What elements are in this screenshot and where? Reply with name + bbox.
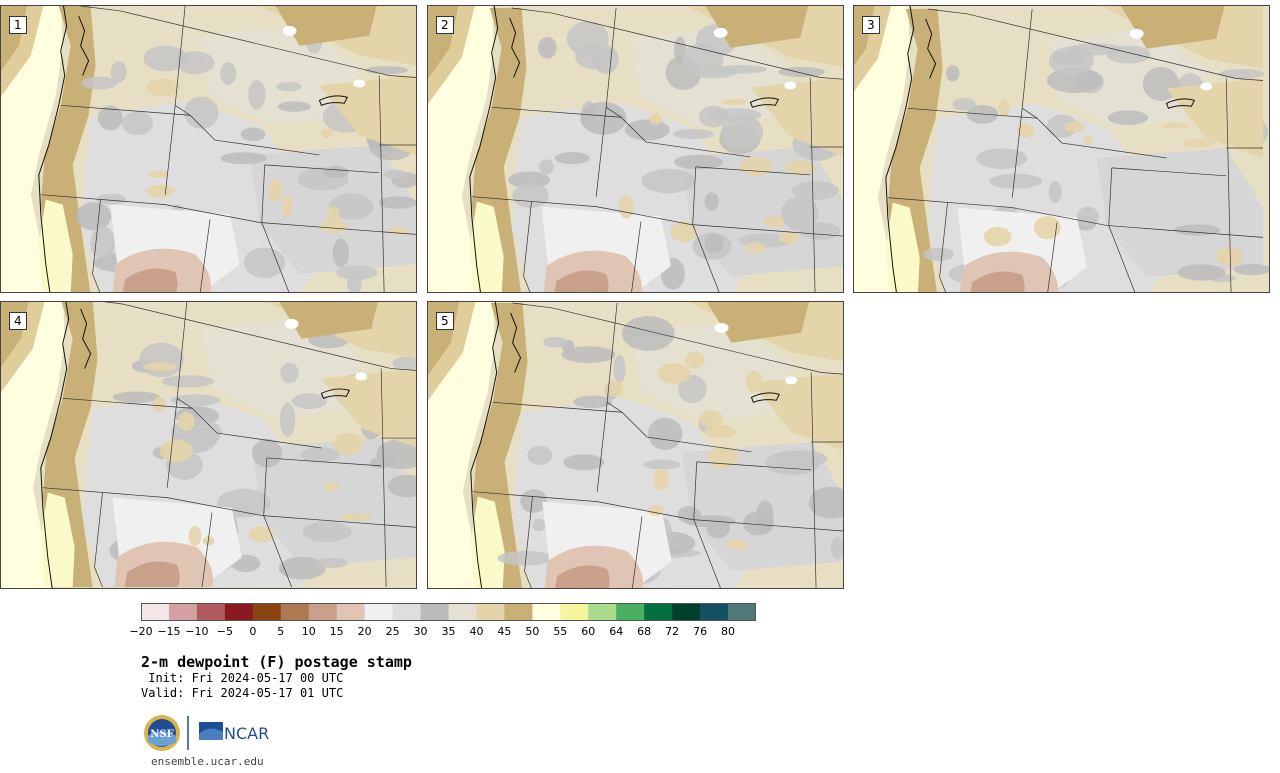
colorbar-swatch <box>588 603 617 621</box>
colorbar-tick-label: 76 <box>693 625 708 638</box>
colorbar-swatch <box>392 603 421 621</box>
colorbar-tick-label: 20 <box>357 625 372 638</box>
colorbar-swatch <box>644 603 673 621</box>
colorbar-swatch <box>336 603 365 621</box>
colorbar-swatches <box>141 603 756 621</box>
map-panel-5: 5 <box>427 301 844 589</box>
colorbar-tick-label: 72 <box>665 625 680 638</box>
colorbar-swatch <box>364 603 393 621</box>
panel-number: 2 <box>436 16 454 34</box>
colorbar-tick-label: 35 <box>441 625 456 638</box>
ncar-logo-text: NCAR <box>224 724 269 743</box>
plot-title: 2-m dewpoint (F) postage stamp <box>141 653 412 671</box>
colorbar-tick-label: −15 <box>157 625 181 638</box>
colorbar-tick-label: 25 <box>385 625 400 638</box>
map-graphic <box>1 302 416 588</box>
colorbar-swatch <box>728 603 756 621</box>
nsf-logo-text: NSF <box>150 729 173 740</box>
colorbar-swatch <box>252 603 282 621</box>
panel-number: 4 <box>9 312 27 330</box>
colorbar-swatch <box>700 603 729 621</box>
colorbar-tick-label: −5 <box>216 625 233 638</box>
map-graphic <box>854 6 1269 292</box>
colorbar-tick-label: 50 <box>525 625 540 638</box>
colorbar-tick-label: −20 <box>129 625 153 638</box>
colorbar-swatch <box>141 603 170 621</box>
colorbar-tick-label: 60 <box>581 625 596 638</box>
colorbar-swatch <box>280 603 310 621</box>
site-url: ensemble.ucar.edu <box>151 755 264 768</box>
ncar-logo-icon: NCAR <box>199 722 269 743</box>
colorbar-swatch <box>616 603 645 621</box>
colorbar-tick-label: 15 <box>329 625 344 638</box>
map-graphic <box>428 302 843 588</box>
logos: NSF NCAR <box>143 712 278 754</box>
colorbar-swatch <box>196 603 226 621</box>
colorbar-tick-label: 0 <box>249 625 257 638</box>
init-time: Init: Fri 2024-05-17 00 UTC <box>141 671 344 685</box>
colorbar-tick-label: 5 <box>277 625 285 638</box>
map-panel-3: 3 <box>853 5 1270 293</box>
panel-number: 5 <box>436 312 454 330</box>
map-panel-2: 2 <box>427 5 844 293</box>
panel-number: 3 <box>862 16 880 34</box>
colorbar-swatch <box>308 603 337 621</box>
colorbar-tick-label: 10 <box>301 625 316 638</box>
colorbar-swatch <box>504 603 533 621</box>
colorbar-tick-label: 55 <box>553 625 568 638</box>
colorbar-tick-label: 80 <box>721 625 736 638</box>
colorbar <box>141 603 756 621</box>
map-graphic <box>428 6 843 292</box>
colorbar-swatch <box>448 603 477 621</box>
colorbar-swatch <box>532 603 561 621</box>
colorbar-tick-label: 30 <box>413 625 428 638</box>
colorbar-tick-labels: −20 −15 −10 −5 0 5 10 15 20 25 30 35 40 45 50 55 60 64 68 7… <box>129 625 756 639</box>
map-graphic <box>1 6 416 292</box>
colorbar-swatch <box>560 603 589 621</box>
colorbar-swatch <box>224 603 254 621</box>
map-panel-4: 4 <box>0 301 417 589</box>
nsf-logo-icon: NSF <box>144 715 180 751</box>
colorbar-swatch <box>168 603 198 621</box>
panel-number: 1 <box>9 16 27 34</box>
colorbar-swatch <box>420 603 449 621</box>
colorbar-tick-label: 68 <box>637 625 652 638</box>
colorbar-tick-label: 64 <box>609 625 624 638</box>
valid-time: Valid: Fri 2024-05-17 01 UTC <box>141 686 344 700</box>
colorbar-swatch <box>476 603 505 621</box>
colorbar-swatch <box>672 603 701 621</box>
colorbar-tick-label: 45 <box>497 625 512 638</box>
colorbar-tick-label: 40 <box>469 625 484 638</box>
map-panel-1: 1 <box>0 5 417 293</box>
colorbar-tick-label: −10 <box>185 625 209 638</box>
